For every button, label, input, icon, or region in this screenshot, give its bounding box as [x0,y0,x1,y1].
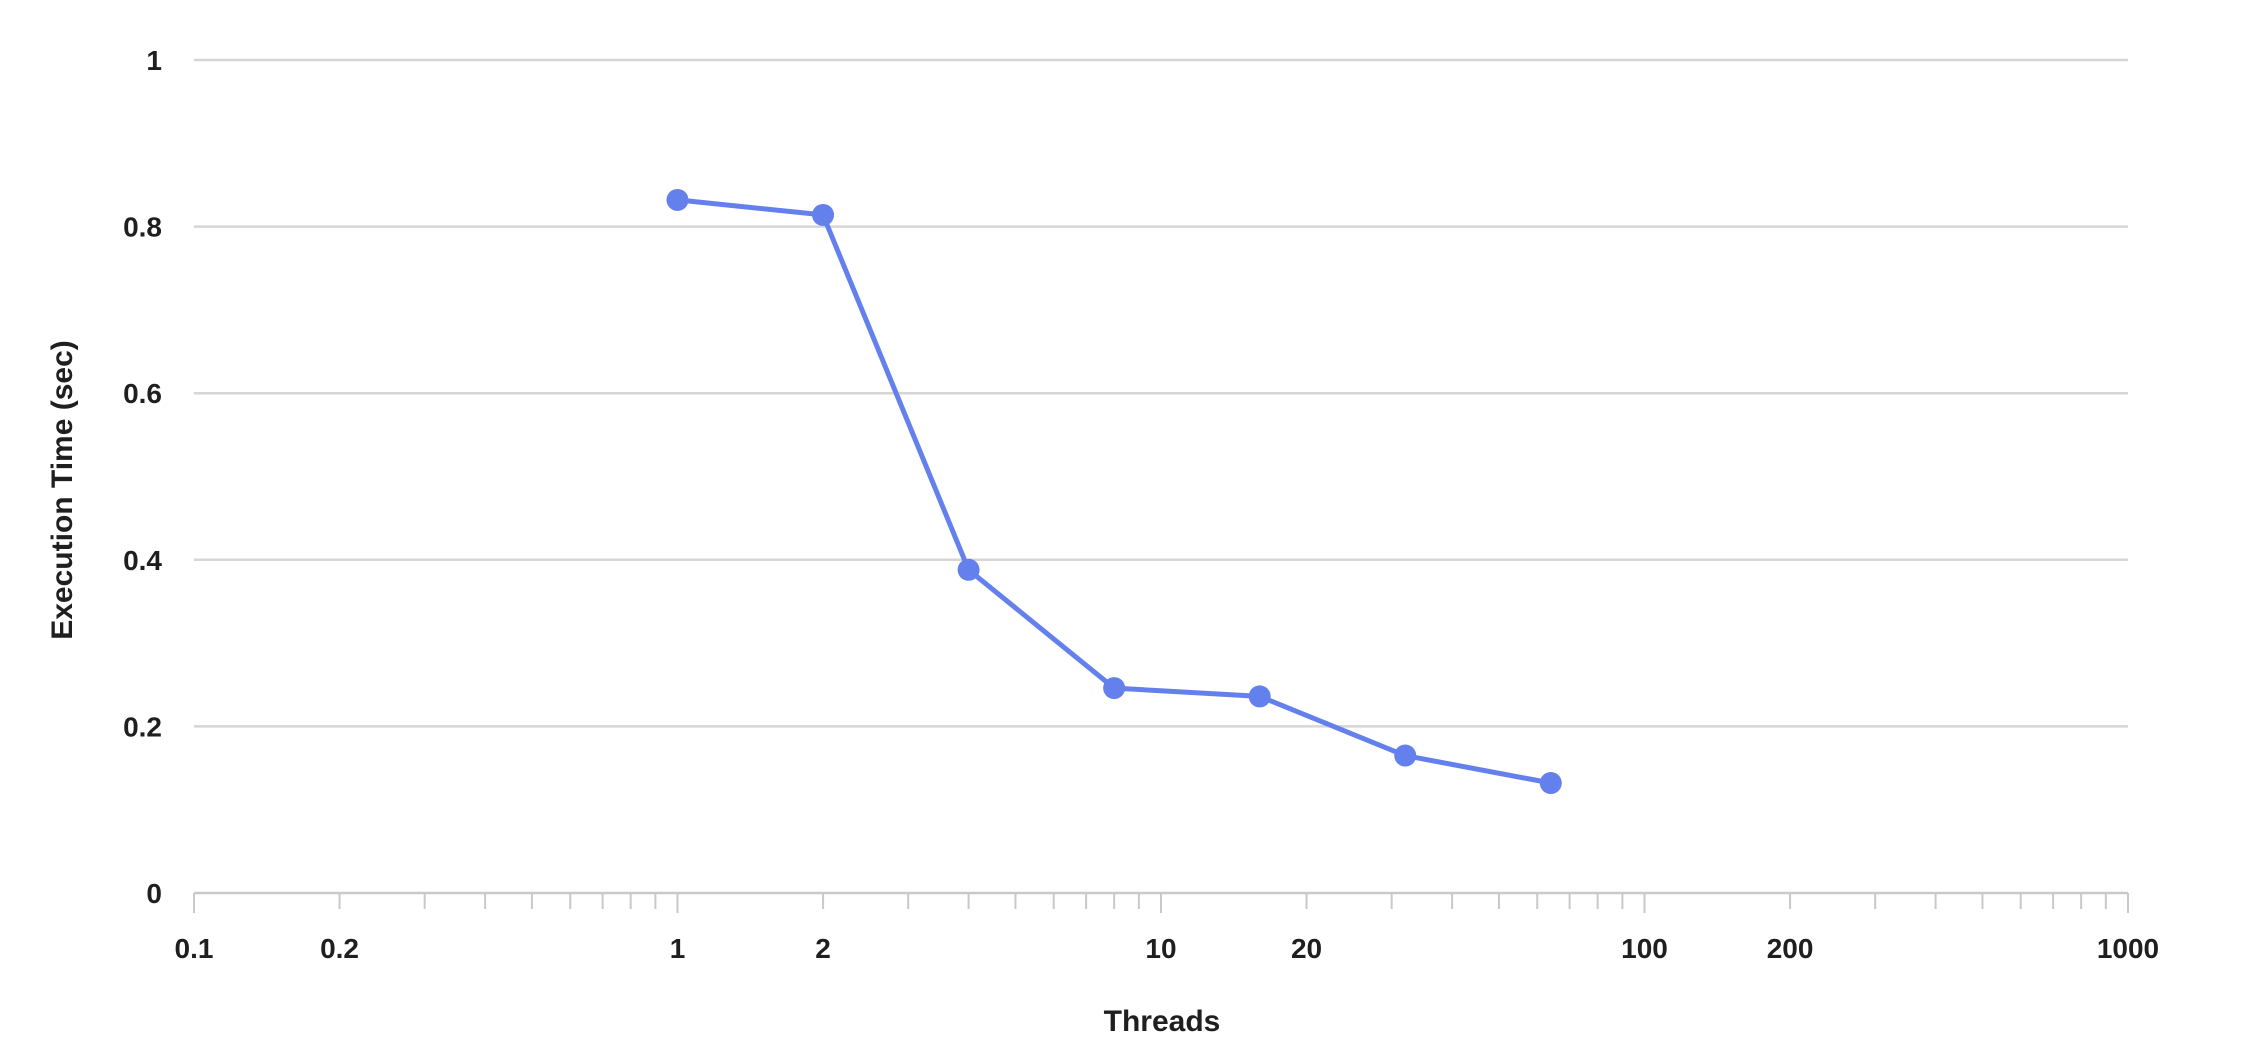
data-point [1394,744,1417,767]
data-point [1248,685,1271,708]
x-tick-label: 0.2 [320,933,359,964]
gridlines [194,58,2128,728]
y-tick-label: 0.8 [123,212,162,243]
data-point [1539,772,1562,795]
y-tick-label: 0.2 [123,711,162,742]
data-point [957,558,980,581]
y-tick-label: 0.4 [123,545,162,576]
data-point [666,188,689,211]
y-tick-label: 0 [146,878,162,909]
x-axis-title: Threads [1104,1005,1221,1038]
y-tick-label: 1 [146,45,162,76]
x-axis [193,891,2129,913]
series [666,188,1562,795]
x-tick-label: 100 [1621,933,1668,964]
x-tick-label: 2 [815,933,831,964]
x-tick-label: 1000 [2097,933,2159,964]
x-tick-label: 0.1 [175,933,214,964]
y-tick-label: 0.6 [123,378,162,409]
x-tick-label: 200 [1767,933,1814,964]
tick-labels: 0 0.2 0.4 0.6 0.8 1 0.1 0.2 1 2 10 20 100 200 1000 [123,45,2159,964]
x-tick-label: 1 [670,933,686,964]
data-point [812,203,835,226]
x-tick-label: 20 [1291,933,1322,964]
x-tick-label: 10 [1145,933,1176,964]
y-axis-title: Execution Time (sec) [46,340,79,640]
data-point [1103,677,1126,700]
